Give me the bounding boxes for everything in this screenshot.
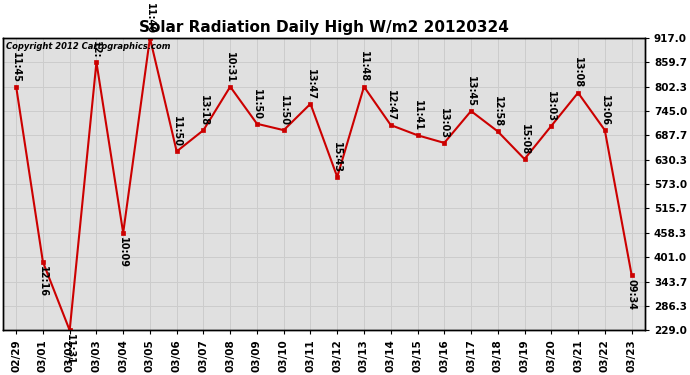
- Text: 11:40: 11:40: [145, 3, 155, 34]
- Text: 10:31: 10:31: [225, 51, 235, 82]
- Text: 11:48: 11:48: [359, 51, 369, 82]
- Text: 11:50: 11:50: [279, 95, 288, 126]
- Text: 09:34: 09:34: [627, 279, 637, 310]
- Text: 11:31: 11:31: [65, 334, 75, 366]
- Text: 12:16: 12:16: [38, 266, 48, 297]
- Text: 12:47: 12:47: [386, 90, 396, 121]
- Text: 12:: 12:: [92, 40, 101, 58]
- Text: 13:03: 13:03: [440, 108, 449, 139]
- Text: 11:45: 11:45: [11, 51, 21, 82]
- Text: 13:47: 13:47: [306, 69, 315, 100]
- Text: 11:50: 11:50: [252, 88, 262, 120]
- Text: 13:03: 13:03: [546, 91, 556, 122]
- Text: 10:09: 10:09: [118, 237, 128, 268]
- Text: 11:41: 11:41: [413, 100, 422, 131]
- Text: 12:58: 12:58: [493, 96, 503, 127]
- Text: 13:45: 13:45: [466, 76, 476, 107]
- Text: 15:43: 15:43: [333, 142, 342, 173]
- Title: Solar Radiation Daily High W/m2 20120324: Solar Radiation Daily High W/m2 20120324: [139, 20, 509, 35]
- Text: 13:06: 13:06: [600, 95, 610, 126]
- Text: 13:08: 13:08: [573, 57, 583, 88]
- Text: 11:50: 11:50: [172, 116, 181, 147]
- Text: Copyright 2012 Cartographics.com: Copyright 2012 Cartographics.com: [6, 42, 170, 51]
- Text: 13:18: 13:18: [199, 95, 208, 126]
- Text: 15:08: 15:08: [520, 124, 529, 155]
